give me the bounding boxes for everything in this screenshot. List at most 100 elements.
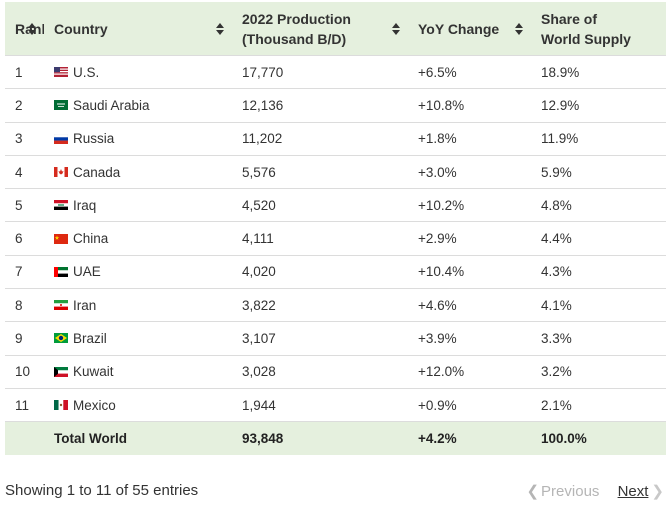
rank-cell: 7 [5, 254, 44, 289]
country-name: Iran [73, 297, 97, 313]
table-row: 1 U.S. 17,770 +6.5% 18.9% [5, 54, 666, 89]
share-cell: 4.4% [531, 221, 666, 256]
share-cell: 4.1% [531, 288, 666, 322]
column-header-share[interactable]: Share of World Supply [531, 2, 666, 56]
table-header: Rank Country 2022 Production (Thousand B/… [5, 2, 666, 56]
sort-icon [392, 22, 400, 35]
rank-cell: 6 [5, 221, 44, 256]
previous-page-button[interactable]: ❮ Previous [526, 483, 599, 500]
table-row: 10 Kuwait 3,028 +12.0% 3.2% [5, 354, 666, 389]
share-cell: 4.3% [531, 254, 666, 289]
rank-cell: 2 [5, 88, 44, 123]
rank-cell: 11 [5, 387, 44, 422]
production-cell: 12,136 [232, 88, 408, 123]
column-header-country[interactable]: Country [44, 2, 232, 56]
table-row: 3 Russia 11,202 +1.8% 11.9% [5, 121, 666, 156]
production-cell: 4,111 [232, 221, 408, 256]
uae-flag-icon [54, 266, 68, 277]
country-cell: Kuwait [44, 354, 232, 389]
country-cell: Iraq [44, 188, 232, 222]
production-cell: 4,020 [232, 254, 408, 289]
country-name: UAE [73, 264, 101, 280]
share-cell: 11.9% [531, 121, 666, 156]
column-header-production[interactable]: 2022 Production (Thousand B/D) [232, 2, 408, 56]
table-row: 11 Mexico 1,944 +0.9% 2.1% [5, 387, 666, 422]
production-cell: 11,202 [232, 121, 408, 156]
mexico-flag-icon [54, 400, 68, 411]
yoy-change-cell: +12.0% [408, 354, 531, 389]
table-row: 8 Iran 3,822 +4.6% 4.1% [5, 288, 666, 322]
table-row: 4 Canada 5,576 +3.0% 5.9% [5, 154, 666, 189]
production-cell: 5,576 [232, 154, 408, 189]
yoy-change-cell: +10.2% [408, 188, 531, 222]
yoy-change-cell: +3.9% [408, 321, 531, 356]
brazil-flag-icon [54, 333, 68, 344]
saudi-arabia-flag-icon [54, 100, 68, 111]
share-cell: 3.2% [531, 354, 666, 389]
country-cell: Russia [44, 121, 232, 156]
column-header-label: Country [54, 20, 108, 37]
yoy-change-cell: +10.4% [408, 254, 531, 289]
column-header-label: Share of [541, 10, 598, 27]
country-cell: Brazil [44, 321, 232, 356]
country-name: U.S. [73, 64, 100, 80]
yoy-change-cell: +4.6% [408, 288, 531, 322]
column-header-label: World Supply [541, 30, 631, 47]
yoy-change-cell: +2.9% [408, 221, 531, 256]
country-cell: UAE [44, 254, 232, 289]
country-name: Saudi Arabia [73, 97, 150, 113]
total-row: Total World 93,848 +4.2% 100.0% [5, 421, 666, 456]
column-header-rank[interactable]: Rank [5, 2, 49, 56]
share-cell: 12.9% [531, 88, 666, 123]
country-name: China [73, 231, 109, 247]
data-table-wrapper: Rank Country 2022 Production (Thousand B/… [5, 2, 666, 456]
sort-icon [515, 22, 523, 35]
country-cell: U.S. [44, 54, 232, 89]
total-share: 100.0% [531, 421, 666, 456]
country-name: Iraq [73, 197, 97, 213]
production-cell: 3,822 [232, 288, 408, 322]
rank-cell: 9 [5, 321, 44, 356]
country-cell: China [44, 221, 232, 256]
total-label: Total World [44, 421, 232, 456]
rank-cell: 8 [5, 288, 44, 322]
next-page-button[interactable]: Next [618, 483, 649, 500]
share-cell: 2.1% [531, 387, 666, 422]
oil-production-table: Rank Country 2022 Production (Thousand B/… [5, 2, 666, 456]
sort-icon [28, 22, 36, 35]
kuwait-flag-icon [54, 366, 68, 377]
rank-cell: 4 [5, 154, 44, 189]
chevron-right-icon: ❯ [651, 483, 664, 500]
country-name: Brazil [73, 331, 107, 347]
table-row: 2 Saudi Arabia 12,136 +10.8% 12.9% [5, 88, 666, 123]
table-row: 6 China 4,111 +2.9% 4.4% [5, 221, 666, 256]
yoy-change-cell: +1.8% [408, 121, 531, 156]
column-header-label: YoY Change [418, 20, 500, 37]
country-cell: Mexico [44, 387, 232, 422]
country-cell: Iran [44, 288, 232, 322]
total-rank-cell [5, 421, 44, 456]
yoy-change-cell: +10.8% [408, 88, 531, 123]
column-header-yoy-change[interactable]: YoY Change [408, 2, 531, 56]
table-row: 5 Iraq 4,520 +10.2% 4.8% [5, 188, 666, 222]
next-label: Next [617, 483, 649, 500]
table-row: 7 UAE 4,020 +10.4% 4.3% [5, 254, 666, 289]
yoy-change-cell: +3.0% [408, 154, 531, 189]
production-cell: 4,520 [232, 188, 408, 222]
country-name: Kuwait [73, 364, 114, 380]
share-cell: 5.9% [531, 154, 666, 189]
table-footer: Total World 93,848 +4.2% 100.0% [5, 421, 666, 456]
canada-flag-icon [54, 166, 68, 177]
rank-cell: 1 [5, 54, 44, 89]
country-name: Mexico [73, 397, 116, 413]
iraq-flag-icon [54, 200, 68, 211]
production-cell: 3,107 [232, 321, 408, 356]
iran-flag-icon [54, 300, 68, 311]
country-cell: Saudi Arabia [44, 88, 232, 123]
chevron-left-icon: ❮ [526, 483, 540, 500]
rank-cell: 3 [5, 121, 44, 156]
rank-cell: 10 [5, 354, 44, 389]
share-cell: 4.8% [531, 188, 666, 222]
table-row: 9 Brazil 3,107 +3.9% 3.3% [5, 321, 666, 356]
pagination: ❮ Previous Next ❯ [526, 482, 664, 500]
